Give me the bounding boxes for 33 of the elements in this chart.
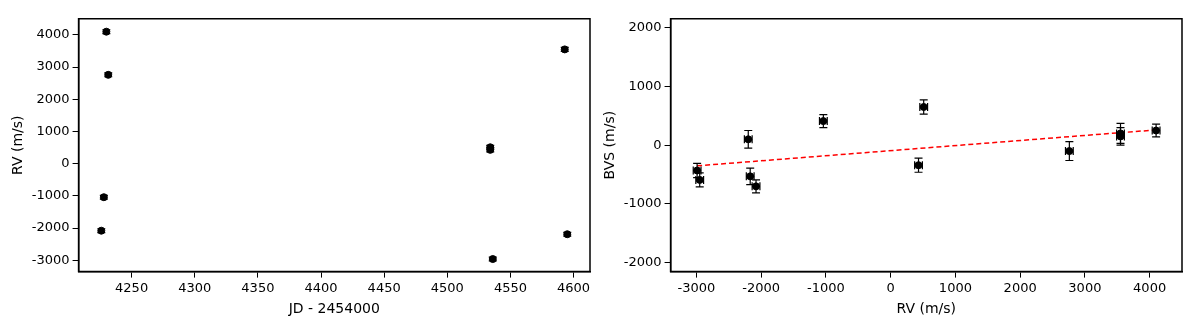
y-tick-label: -2000 xyxy=(623,254,662,270)
x-tick-label: -2000 xyxy=(742,279,781,295)
x-tick-label: 4600 xyxy=(557,279,591,295)
x-axis-title: RV (m/s) xyxy=(896,300,957,317)
x-tick-label: 4350 xyxy=(241,279,275,295)
x-tick-label: 3000 xyxy=(1068,279,1102,295)
y-tick-label: 0 xyxy=(61,155,70,171)
y-tick-label: -1000 xyxy=(623,195,662,211)
x-tick-label: 4400 xyxy=(304,279,338,295)
y-tick-label: 4000 xyxy=(36,26,70,42)
x-tick-label: 4500 xyxy=(430,279,464,295)
x-tick-label: 4550 xyxy=(493,279,527,295)
y-tick-label: -3000 xyxy=(31,251,70,267)
x-axis-title: JD - 2454000 xyxy=(287,300,380,317)
y-axis-title: RV (m/s) xyxy=(9,115,26,175)
y-tick-label: -1000 xyxy=(31,187,70,203)
x-tick-label: -1000 xyxy=(807,279,845,295)
x-tick-label: -3000 xyxy=(677,279,716,295)
y-tick-label: 0 xyxy=(653,136,662,152)
y-tick-label: 2000 xyxy=(628,18,662,34)
x-tick-label: 4450 xyxy=(367,279,401,295)
x-tick-label: 4300 xyxy=(178,279,212,295)
y-tick-label: 1000 xyxy=(628,77,662,93)
x-tick-label: 1000 xyxy=(938,279,972,295)
x-tick-label: 4000 xyxy=(1133,279,1167,295)
x-tick-label: 0 xyxy=(886,279,895,295)
y-tick-label: 3000 xyxy=(36,58,70,74)
y-tick-label: 2000 xyxy=(36,90,70,106)
y-axis-title: BVS (m/s) xyxy=(601,110,618,180)
y-tick-label: 1000 xyxy=(36,122,70,138)
x-tick-label: 2000 xyxy=(1003,279,1037,295)
x-tick-label: 4250 xyxy=(115,279,149,295)
y-tick-label: -2000 xyxy=(31,219,70,235)
